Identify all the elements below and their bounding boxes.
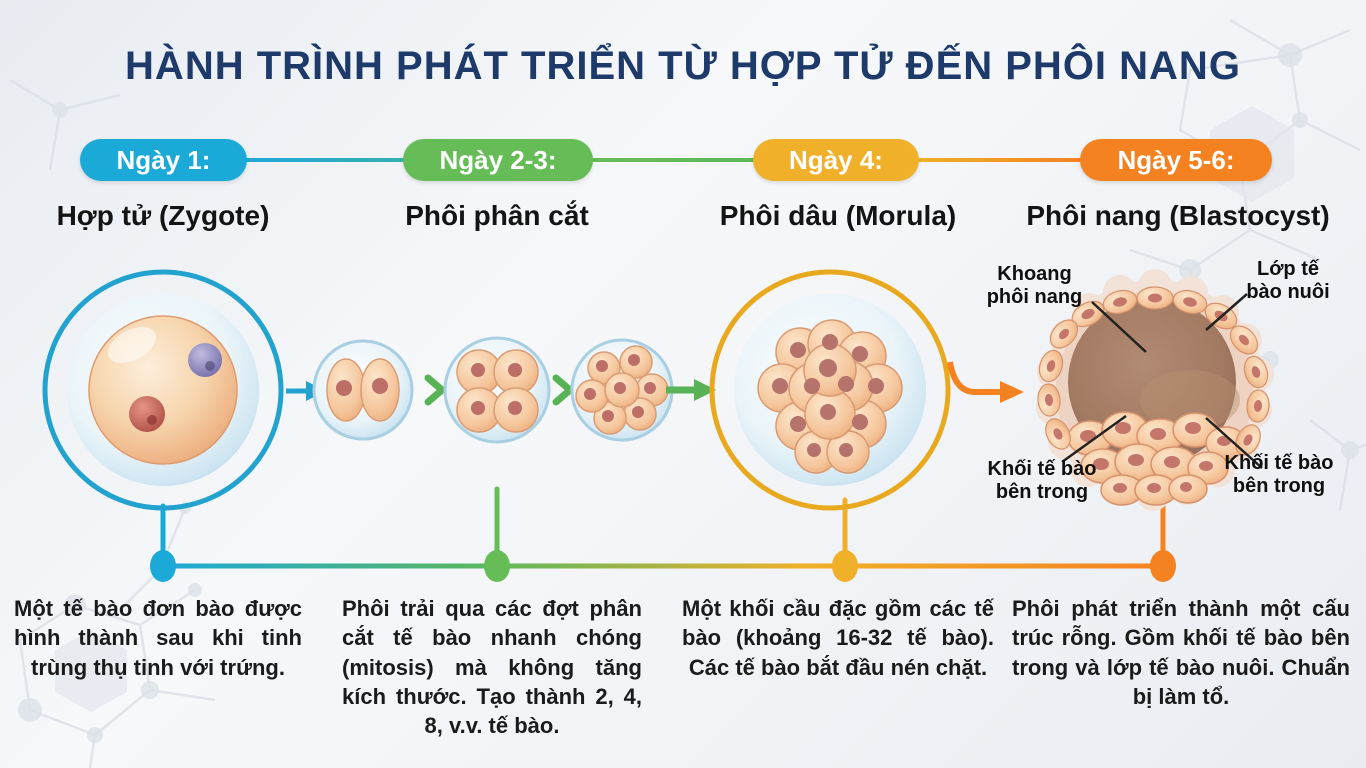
day-badge-2: Ngày 2-3: bbox=[403, 139, 593, 181]
timeline-dot-1 bbox=[150, 550, 176, 582]
label-blastocoel-cavity: Khoang phôi nang bbox=[986, 263, 1083, 308]
badge-connector-line-1 bbox=[245, 158, 405, 162]
label-inner-cell-mass-right: Khối tế bào bên trong bbox=[1224, 452, 1334, 497]
description-cleavage: Phôi trải qua các đợt phân cắt tế bào nh… bbox=[342, 596, 642, 738]
description-blastocyst: Phôi phát triển thành một cấu trúc rỗng.… bbox=[1012, 596, 1350, 709]
day-badge-3: Ngày 4: bbox=[753, 139, 919, 181]
stage-name-blastocyst: Phôi nang (Blastocyst) bbox=[1026, 200, 1330, 231]
timeline-dot-2 bbox=[484, 550, 510, 582]
morula-illustration bbox=[709, 269, 1024, 511]
label-inner-cell-mass-left: Khối tế bào bên trong bbox=[987, 458, 1097, 503]
badge-connector-line-2 bbox=[592, 158, 755, 162]
day-badge-1: Ngày 1: bbox=[80, 139, 247, 181]
page-title: HÀNH TRÌNH PHÁT TRIỂN TỪ HỢP TỬ ĐẾN PHÔI… bbox=[125, 44, 1241, 88]
blastocyst-pointer-lines bbox=[1061, 293, 1263, 469]
label-trophoblast: Lớp tế bào nuôi bbox=[1246, 258, 1330, 303]
stage-name-cleavage: Phôi phân cắt bbox=[405, 200, 589, 231]
description-zygote: Một tế bào đơn bào được hình thành sau k… bbox=[14, 596, 302, 680]
zygote-illustration bbox=[42, 269, 326, 511]
blastocyst-illustration bbox=[1036, 269, 1274, 511]
stage-name-zygote: Hợp tử (Zygote) bbox=[56, 200, 270, 231]
stage-name-morula: Phôi dâu (Morula) bbox=[719, 200, 957, 231]
description-morula: Một khối cầu đặc gồm các tế bào (khoảng … bbox=[682, 596, 994, 680]
timeline-dot-4 bbox=[1150, 550, 1176, 582]
day-badge-4: Ngày 5-6: bbox=[1080, 139, 1272, 181]
cleavage-illustration bbox=[312, 336, 716, 444]
timeline bbox=[150, 486, 1176, 582]
timeline-dot-3 bbox=[832, 550, 858, 582]
badge-connector-line-3 bbox=[918, 158, 1081, 162]
